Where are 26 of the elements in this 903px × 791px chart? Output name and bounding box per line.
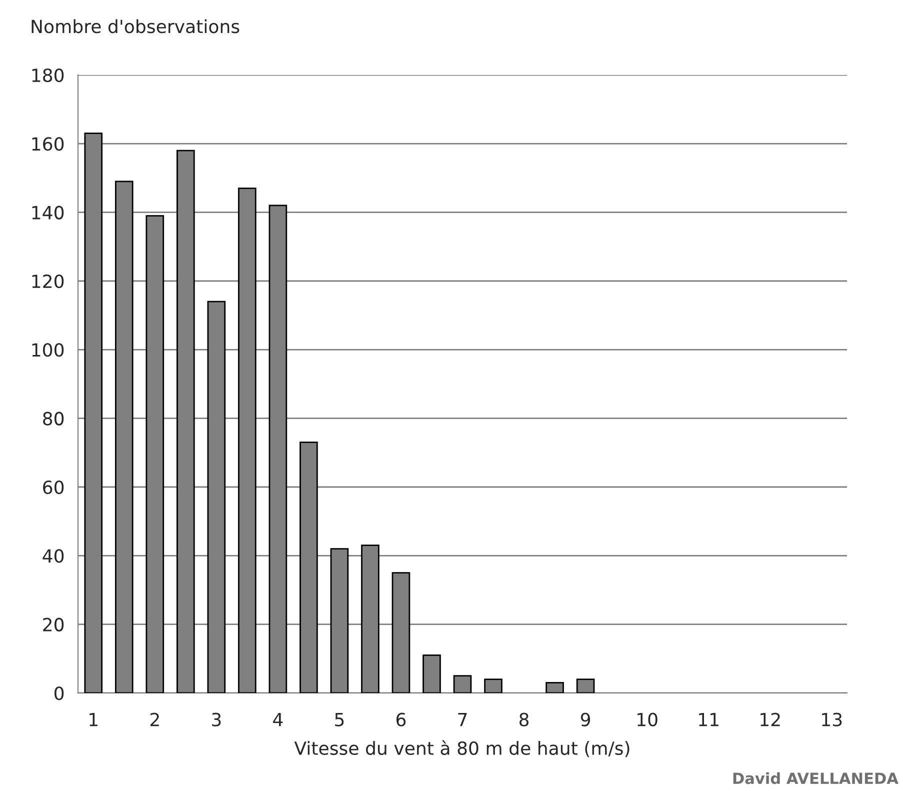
x-tick-label: 2	[150, 712, 159, 726]
y-tick-label: 40	[42, 549, 64, 563]
y-tick-label: 140	[32, 206, 64, 220]
x-tick-label: 10	[638, 712, 658, 726]
x-tick-label: 7	[458, 713, 467, 726]
x-tick-label: 4	[273, 713, 283, 726]
x-tick-label: 13	[822, 712, 842, 726]
y-tick-label: 120	[32, 274, 64, 288]
y-tick-label: 160	[32, 137, 64, 151]
x-tick-label: 6	[396, 712, 406, 726]
y-tick-label: 180	[32, 68, 64, 82]
x-tick-label: 3	[212, 712, 221, 726]
x-axis-title: Vitesse du vent à 80 m de haut (m/s)	[294, 740, 630, 758]
y-tick-label: 60	[43, 480, 64, 494]
y-tick-label: 0	[54, 686, 64, 700]
x-tick-label: 11	[699, 713, 718, 726]
x-tick-label: 12	[760, 712, 780, 726]
text: David AVELLANEDA	[733, 772, 898, 784]
x-tick-label: 1	[90, 713, 98, 726]
y-tick-label: 100	[32, 343, 64, 357]
y-tick-label: 20	[43, 618, 64, 632]
x-tick-label: 8	[520, 712, 529, 726]
x-tick-label: 9	[580, 712, 590, 726]
x-tick-label: 5	[335, 713, 344, 726]
y-tick-label: 80	[43, 412, 64, 426]
y-axis-title: Nombre d'observations	[32, 19, 240, 34]
